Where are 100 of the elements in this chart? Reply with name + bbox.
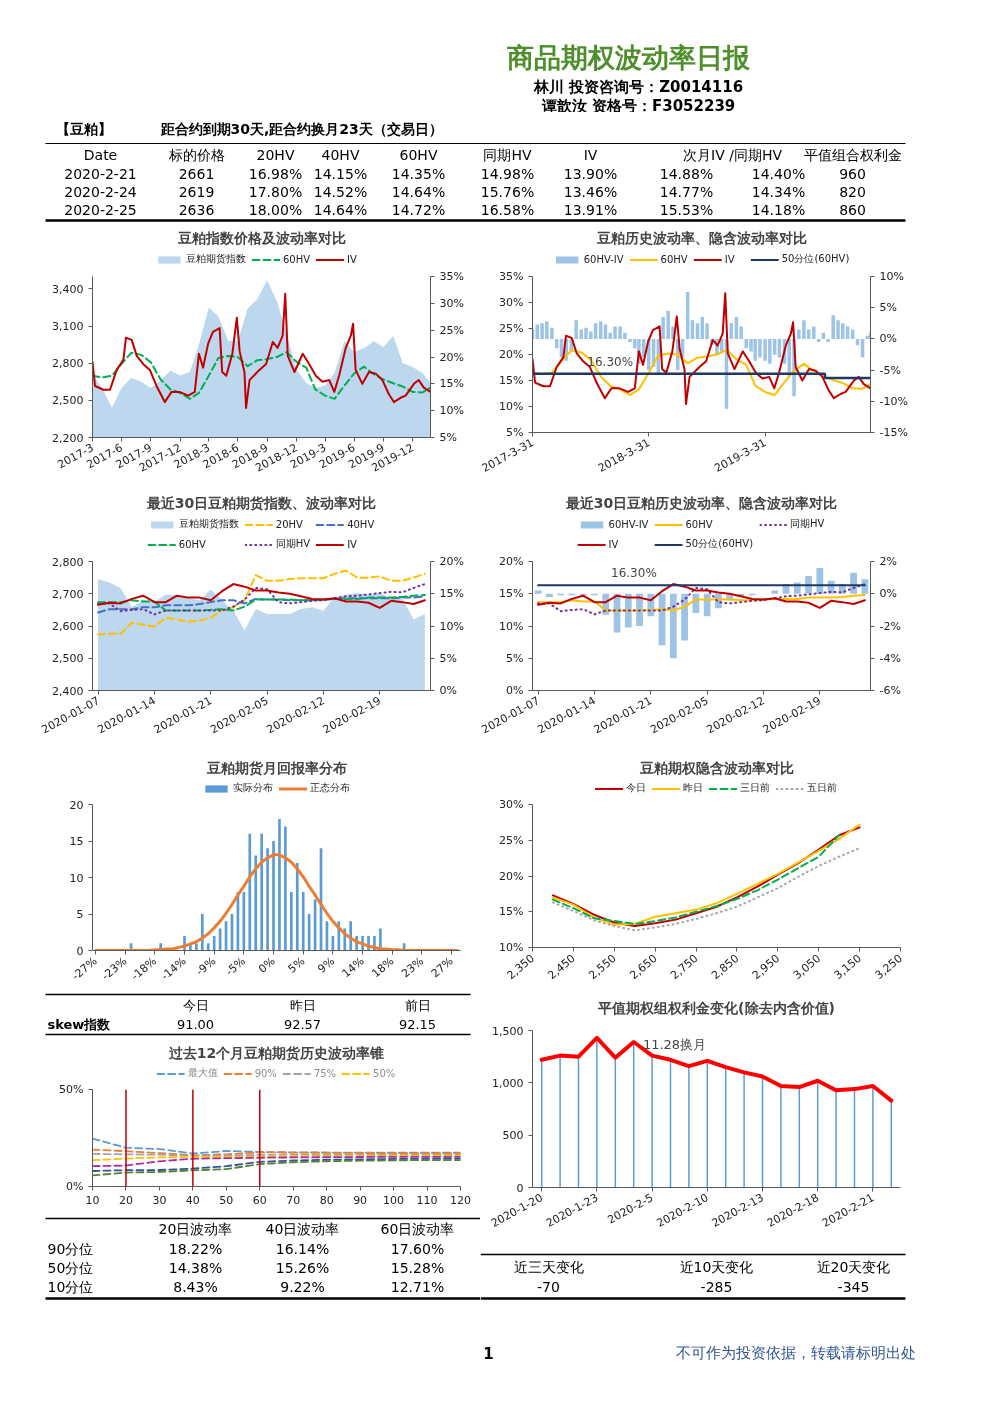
x-tick-label: 70 — [286, 1193, 301, 1207]
y-tick-label: 2,800 — [52, 357, 84, 371]
y-tick-label: 15% — [499, 374, 524, 387]
y-tick-label: 0% — [506, 684, 524, 697]
y2-tick-label: 15% — [439, 587, 464, 601]
y-tick-label: 35% — [499, 270, 524, 283]
y-tick-label: 15% — [499, 905, 524, 919]
text: -70 — [537, 1278, 560, 1295]
text: 860 — [839, 201, 866, 218]
legend-label: 60HV-IV — [608, 518, 649, 530]
legend-label: 60HV — [282, 253, 311, 265]
x-tick-label: 50 — [219, 1193, 234, 1207]
text: 14.88% — [659, 165, 714, 182]
y-tick-label: 30% — [499, 798, 524, 811]
y-tick-label: 3,100 — [52, 320, 84, 334]
legend-label: 豆粕期货指数 — [185, 252, 246, 266]
y-tick-label: 2,500 — [52, 652, 84, 666]
text: 16.98% — [248, 165, 303, 182]
y-tick-label: 0 — [516, 1181, 524, 1195]
text: 谭歆汝 资格号：F3052239 — [540, 96, 736, 115]
y-tick-label: 10% — [499, 619, 524, 633]
category-label: 60日波动率 — [380, 1220, 455, 1237]
y2-tick-label: 10% — [439, 619, 464, 633]
text: 820 — [839, 183, 866, 200]
legend-label: 同期HV — [790, 517, 825, 531]
text: -345 — [837, 1278, 870, 1295]
text: 10分位 — [47, 1278, 94, 1295]
text: 13.90% — [563, 165, 618, 182]
text: 17.60% — [390, 1240, 445, 1257]
category-label: 同期HV — [483, 146, 532, 163]
text: skew指数 — [47, 1017, 111, 1032]
text: 14.38% — [168, 1259, 223, 1276]
text: 13.46% — [563, 183, 618, 200]
y-tick-label: 0 — [76, 944, 84, 958]
y-tick-label: 2,500 — [52, 394, 84, 408]
legend-label: IV — [608, 538, 620, 550]
x-tick-label: 60 — [252, 1193, 267, 1207]
y-tick-label: 2,400 — [52, 684, 84, 698]
y2-tick-label: 2% — [879, 555, 897, 568]
text: 18.00% — [248, 201, 303, 218]
text: -285 — [700, 1278, 733, 1295]
text: 16.14% — [275, 1240, 330, 1257]
text: 14.72% — [391, 201, 446, 218]
category-label: 近三天变化 — [513, 1258, 584, 1275]
text: 2020-2-24 — [64, 183, 137, 200]
x-tick-label: -5% — [223, 954, 249, 979]
text: 2619 — [178, 183, 215, 200]
text: 14.64% — [313, 201, 368, 218]
text: 90分位 — [47, 1240, 94, 1257]
legend-label: 60HV — [178, 538, 206, 550]
text: 2636 — [178, 201, 215, 218]
legend-label: IV — [347, 253, 358, 265]
text: 13.91% — [563, 201, 618, 218]
text: 2020-2-21 — [64, 165, 137, 182]
chart-title: 过去12个月豆粕期货历史波动率锥 — [167, 1044, 385, 1061]
y2-tick-label: -4% — [879, 651, 901, 665]
legend-label: 五日前 — [807, 781, 837, 795]
legend-label: 实际分布 — [233, 781, 273, 795]
category-label: 标的价格 — [167, 146, 225, 163]
y-tick-label: 15 — [69, 835, 84, 848]
text: 商品期权波动率日报 — [506, 42, 751, 73]
y-tick-label: 2,700 — [52, 587, 84, 601]
text: 14.52% — [313, 183, 368, 200]
text: 92.15 — [398, 1017, 437, 1032]
text: 18.22% — [168, 1240, 223, 1257]
y-tick-label: 25% — [499, 322, 524, 335]
x-tick-label: 90 — [353, 1193, 368, 1207]
x-tick-label: 80 — [319, 1193, 334, 1207]
text: 14.15% — [313, 165, 368, 182]
category-label: 今日 — [182, 998, 209, 1013]
text: 2661 — [178, 165, 215, 182]
chart-title: 豆粕历史波动率、隐含波动率对比 — [595, 229, 807, 246]
text: 14.35% — [391, 165, 446, 182]
legend-label: 最大值 — [187, 1066, 218, 1080]
category-label: 近10天变化 — [679, 1258, 754, 1275]
category-label: Date — [83, 146, 118, 163]
y-tick-label: 1,500 — [492, 1024, 524, 1038]
legend-label: 60HV-IV — [583, 253, 624, 265]
y-tick-label: 10% — [499, 400, 524, 413]
y-tick-label: 20% — [499, 869, 524, 883]
text: 12.71% — [390, 1278, 445, 1295]
y2-tick-label: 15% — [439, 377, 464, 391]
y2-tick-label: 20% — [439, 350, 464, 364]
category-label: IV — [583, 146, 598, 163]
text: 14.98% — [480, 165, 535, 182]
chart-title: 最近30日豆粕历史波动率、隐含波动率对比 — [564, 494, 838, 511]
y-tick-label: 2,600 — [52, 620, 84, 633]
y2-tick-label: 0% — [439, 684, 457, 697]
y2-tick-label: 5% — [439, 651, 457, 665]
text: 林川 投资咨询号：Z0014116 — [532, 77, 744, 96]
text: 14.40% — [751, 165, 806, 182]
category-label: 昨日 — [289, 998, 316, 1013]
y2-tick-label: 10% — [439, 404, 464, 418]
text: 50分位 — [47, 1259, 94, 1276]
text: 14.77% — [659, 183, 714, 200]
chart-title: 豆粕指数价格及波动率对比 — [176, 229, 346, 246]
text: 8.43% — [173, 1278, 218, 1295]
legend-label: 50分位(60HV) — [685, 537, 754, 551]
y-tick-label: 500 — [502, 1129, 524, 1143]
chart-title: 豆粕期权隐含波动率对比 — [638, 759, 794, 776]
